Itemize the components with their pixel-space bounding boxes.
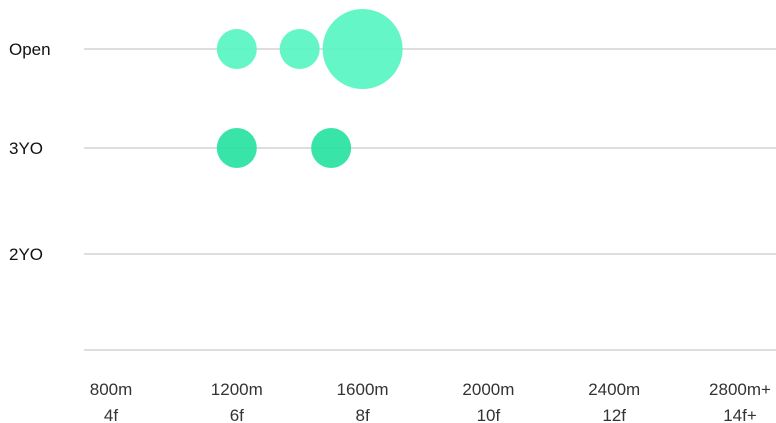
x-axis-ticks: 800m 4f 1200m 6f 1600m 8f 2000m 10f 2400m 12f 2800… — [90, 380, 771, 423]
bubble-open-2[interactable] — [322, 9, 403, 89]
x-tick-furlongs-3: 10f — [477, 406, 501, 423]
x-tick-furlongs-1: 6f — [230, 406, 244, 423]
row-labels: Open 3YO 2YO — [9, 40, 51, 264]
x-tick-meters-4: 2400m — [588, 380, 640, 399]
bubble-3yo-1[interactable] — [311, 128, 352, 168]
row-label-2yo: 2YO — [9, 245, 43, 264]
x-tick-furlongs-0: 4f — [104, 406, 118, 423]
x-tick-meters-5: 2800m+ — [709, 380, 771, 399]
x-tick-meters-0: 800m — [90, 380, 133, 399]
row-label-3yo: 3YO — [9, 139, 43, 158]
bubble-3yo-0[interactable] — [216, 128, 257, 168]
grid-lines — [84, 48, 776, 351]
x-tick-furlongs-5: 14f+ — [723, 406, 757, 423]
bubbles — [216, 9, 403, 168]
x-tick-meters-1: 1200m — [211, 380, 263, 399]
x-tick-furlongs-4: 12f — [602, 406, 626, 423]
row-label-open: Open — [9, 40, 51, 59]
bubble-open-1[interactable] — [279, 29, 320, 69]
x-tick-meters-2: 1600m — [337, 380, 389, 399]
x-tick-meters-3: 2000m — [462, 380, 514, 399]
bubble-open-0[interactable] — [216, 29, 257, 69]
x-tick-furlongs-2: 8f — [356, 406, 370, 423]
